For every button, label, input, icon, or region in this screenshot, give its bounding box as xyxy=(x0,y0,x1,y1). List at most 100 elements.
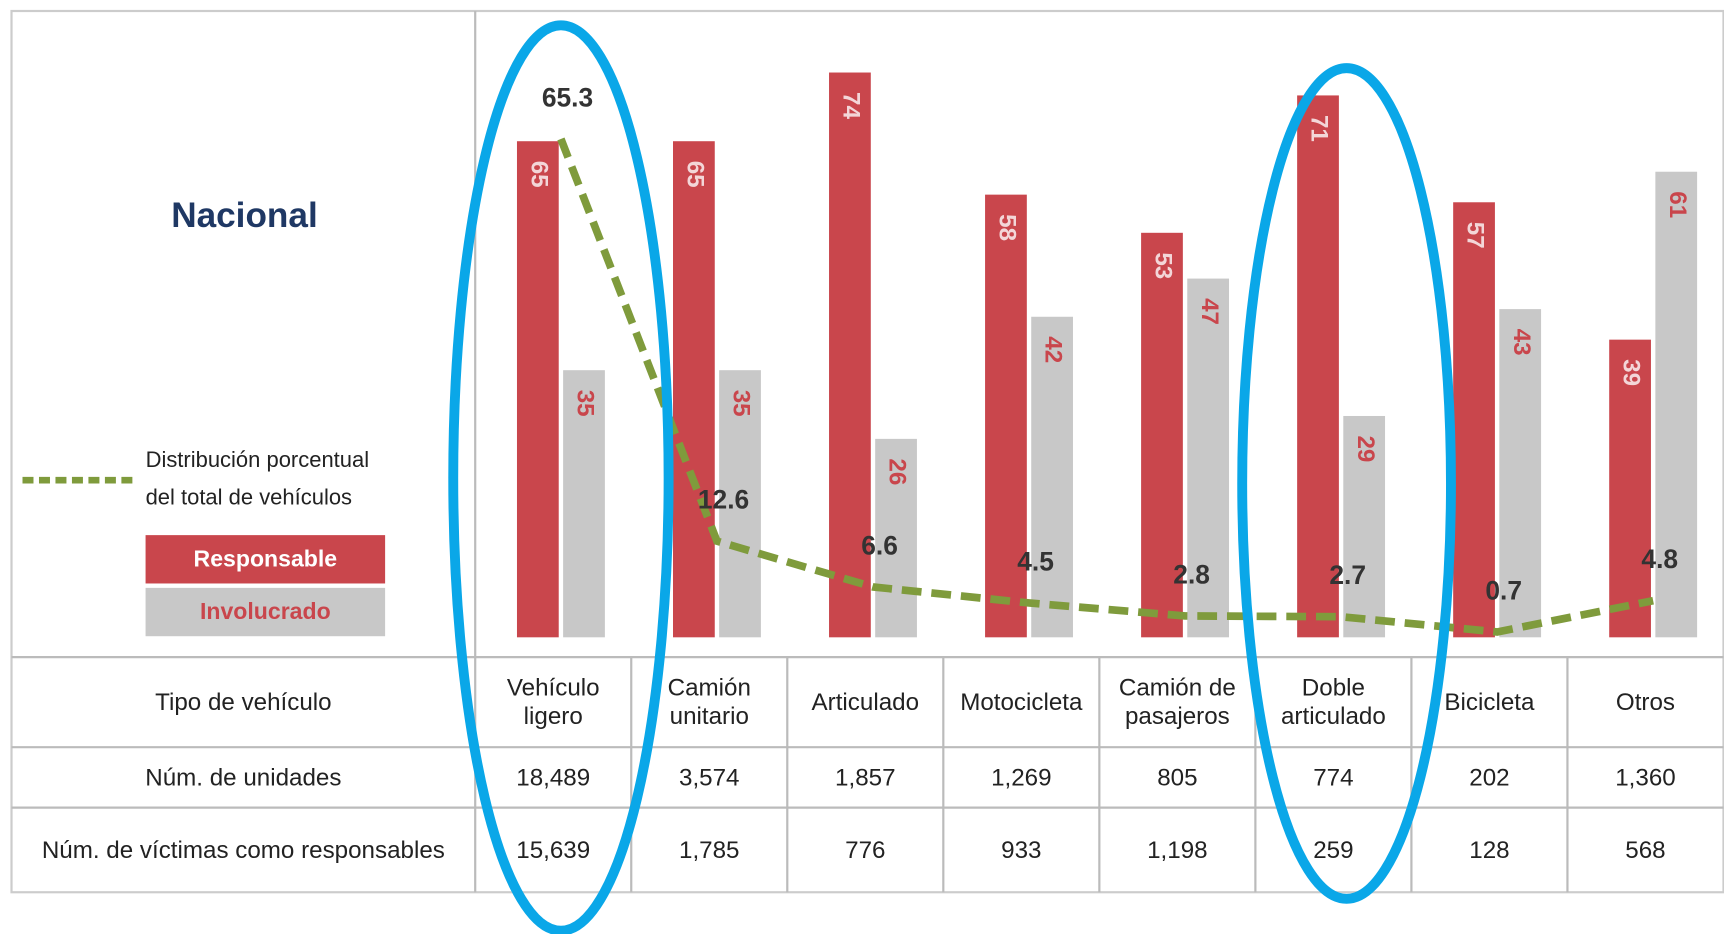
data-label: 58 xyxy=(994,214,1021,241)
table-header-box: Tipo de vehículo xyxy=(155,687,332,716)
table-cell: 1,269 xyxy=(991,763,1052,791)
data-label: 4.5 xyxy=(1017,546,1054,576)
data-label: 74 xyxy=(838,92,865,119)
legend-swatch xyxy=(145,535,386,584)
table-cell-box: 1,269 xyxy=(991,763,1052,791)
x-tick-label: Motocicleta xyxy=(960,687,1083,716)
table-cell-box: 15,639 xyxy=(516,835,591,864)
highlight-ellipse xyxy=(448,20,674,936)
data-label: 29 xyxy=(1352,436,1379,463)
x-tick-label: Articulado xyxy=(811,687,920,716)
table-cell: 776 xyxy=(845,835,886,864)
x-tick-label-box: Articulado xyxy=(811,687,920,716)
x-tick-label: Bicicleta xyxy=(1444,687,1535,716)
highlight-ellipse xyxy=(1237,63,1456,904)
table-cell: 15,639 xyxy=(516,835,591,864)
legend-label-box: Distribución porcentual del total de veh… xyxy=(145,448,370,510)
table-cell: 3,574 xyxy=(679,763,740,791)
x-tick-label-box: Motocicleta xyxy=(960,687,1083,716)
row-label: Núm. de víctimas como responsables xyxy=(41,835,445,864)
data-label: 12.6 xyxy=(698,485,749,515)
data-label: 61 xyxy=(1664,191,1691,218)
line-series xyxy=(557,137,1654,636)
data-label: 6.6 xyxy=(861,530,898,560)
table-cell: 128 xyxy=(1469,835,1510,864)
table-cell: 1,198 xyxy=(1147,835,1208,864)
data-label: 0.7 xyxy=(1485,575,1522,605)
table-header: Tipo de vehículo xyxy=(155,687,332,716)
x-tick-label: Vehículo ligero xyxy=(506,673,600,730)
table-cell-box: 3,574 xyxy=(679,763,740,791)
row-label: Núm. de unidades xyxy=(145,763,342,791)
row-label-box: Núm. de víctimas como responsables xyxy=(41,835,445,864)
bar xyxy=(1655,171,1698,638)
frame xyxy=(10,9,1724,894)
table-cell: 1,785 xyxy=(679,835,740,864)
bar xyxy=(875,438,917,638)
legend-swatch xyxy=(145,587,386,637)
bar xyxy=(1141,232,1183,638)
table-cell-box: 1,198 xyxy=(1147,835,1208,864)
bar xyxy=(1031,316,1073,638)
table-cell-box: 259 xyxy=(1313,835,1354,864)
bar xyxy=(1343,415,1386,638)
legend-label: Distribución porcentual del total de veh… xyxy=(145,448,370,510)
row-label-box: Núm. de unidades xyxy=(145,763,342,791)
table-cell-box: 1,360 xyxy=(1615,763,1676,791)
bar xyxy=(516,141,559,638)
bar xyxy=(719,370,761,638)
bar xyxy=(829,72,871,638)
data-label: 71 xyxy=(1306,115,1333,142)
table-cell-box: 18,489 xyxy=(516,763,591,791)
table-cell-box: 202 xyxy=(1469,763,1510,791)
table-cell: 933 xyxy=(1001,835,1042,864)
table-cell: 774 xyxy=(1313,763,1354,791)
bar xyxy=(1297,95,1339,638)
table-cell-box: 933 xyxy=(1001,835,1042,864)
data-label: 65.3 xyxy=(542,82,593,112)
bar xyxy=(1499,309,1542,638)
table-cell: 1,857 xyxy=(835,763,896,791)
bar xyxy=(673,141,715,638)
data-label: 53 xyxy=(1150,252,1177,279)
data-label: 26 xyxy=(884,458,911,485)
table-cell: 259 xyxy=(1313,835,1354,864)
data-label: 57 xyxy=(1462,222,1489,249)
x-tick-label-box: Camión unitario xyxy=(667,673,751,730)
table-cell-box: 568 xyxy=(1625,835,1666,864)
table-cell-box: 805 xyxy=(1157,763,1198,791)
table-cell: 202 xyxy=(1469,763,1510,791)
x-tick-label-box: Camión de pasajeros xyxy=(1118,673,1236,730)
bar xyxy=(1609,339,1651,638)
data-label: 4.8 xyxy=(1641,544,1678,574)
table-cell: 18,489 xyxy=(516,763,591,791)
data-label: 47 xyxy=(1196,298,1223,325)
x-tick-label: Camión de pasajeros xyxy=(1118,673,1236,730)
table-cell-box: 1,785 xyxy=(679,835,740,864)
data-label: 35 xyxy=(728,390,755,417)
bar xyxy=(1453,202,1495,638)
chart-title: Nacional xyxy=(171,196,318,235)
x-tick-label-box: Vehículo ligero xyxy=(506,673,600,730)
data-label: 2.8 xyxy=(1173,559,1210,589)
legend-label: Responsable xyxy=(194,545,338,571)
x-tick-label-box: Otros xyxy=(1615,687,1676,716)
data-label: 42 xyxy=(1040,336,1067,363)
table-cell: 568 xyxy=(1625,835,1666,864)
data-label: 43 xyxy=(1508,329,1535,356)
table-cell-box: 128 xyxy=(1469,835,1510,864)
x-tick-label: Otros xyxy=(1615,687,1676,716)
data-label: 65 xyxy=(525,161,552,188)
x-tick-label-box: Doble articulado xyxy=(1281,674,1386,730)
x-tick-label-box: Bicicleta xyxy=(1444,687,1535,716)
table-cell: 805 xyxy=(1157,763,1198,791)
table-cell: 1,360 xyxy=(1615,763,1676,791)
legend-label: Involucrado xyxy=(200,598,331,624)
data-label: 39 xyxy=(1618,359,1645,386)
x-tick-label: Camión unitario xyxy=(667,673,751,730)
data-label: 35 xyxy=(572,390,599,417)
table-cell-box: 774 xyxy=(1313,763,1354,791)
bar xyxy=(1187,278,1230,638)
bar xyxy=(985,194,1027,638)
